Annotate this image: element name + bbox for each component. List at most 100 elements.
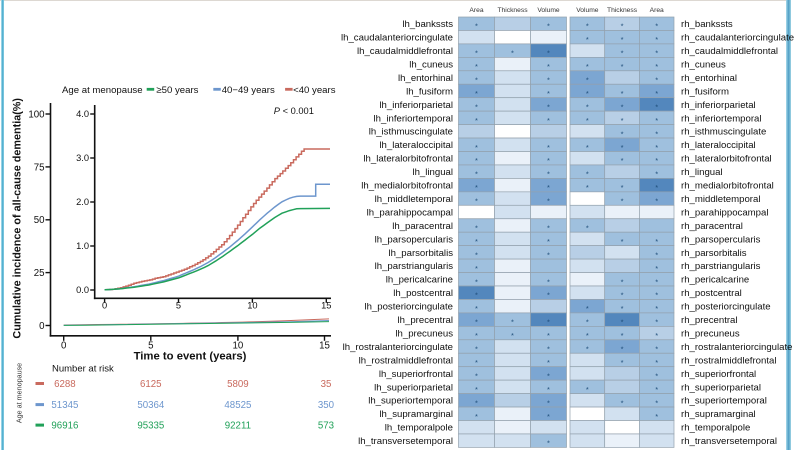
- svg-text:*: *: [586, 143, 589, 152]
- svg-text:rh_parsopercularis: rh_parsopercularis: [681, 234, 761, 245]
- svg-text:*: *: [586, 116, 589, 125]
- svg-text:*: *: [475, 116, 478, 125]
- svg-text:Area: Area: [650, 7, 664, 14]
- svg-text:*: *: [475, 156, 478, 165]
- svg-text:*: *: [475, 143, 478, 152]
- svg-text:0: 0: [39, 321, 45, 332]
- svg-text:*: *: [547, 183, 550, 192]
- svg-text:rh_precentral: rh_precentral: [681, 315, 738, 326]
- svg-text:*: *: [475, 318, 478, 327]
- svg-text:48525: 48525: [224, 400, 251, 411]
- svg-text:*: *: [547, 197, 550, 206]
- svg-text:*: *: [655, 304, 658, 313]
- svg-text:lh_caudalanteriorcingulate: lh_caudalanteriorcingulate: [341, 33, 453, 44]
- svg-text:*: *: [655, 358, 658, 367]
- svg-text:lh_middletemporal: lh_middletemporal: [375, 194, 453, 205]
- svg-text:*: *: [547, 102, 550, 111]
- svg-text:*: *: [655, 237, 658, 246]
- svg-text:0: 0: [61, 341, 67, 352]
- svg-text:rh_entorhinal: rh_entorhinal: [681, 73, 737, 84]
- svg-text:*: *: [475, 304, 478, 313]
- svg-text:*: *: [475, 291, 478, 300]
- svg-text:lh_precuneus: lh_precuneus: [395, 328, 453, 339]
- svg-text:*: *: [655, 183, 658, 192]
- svg-text:*: *: [621, 143, 624, 152]
- svg-text:rh_caudalanteriorcingulate: rh_caudalanteriorcingulate: [681, 33, 794, 44]
- svg-text:*: *: [655, 264, 658, 273]
- svg-text:10: 10: [233, 341, 244, 352]
- svg-text:rh_parahippocampal: rh_parahippocampal: [681, 207, 768, 218]
- svg-text:*: *: [475, 250, 478, 259]
- svg-text:*: *: [547, 439, 550, 448]
- svg-text:*: *: [547, 156, 550, 165]
- svg-text:lh_medialorbitofrontal: lh_medialorbitofrontal: [361, 181, 453, 192]
- svg-text:*: *: [586, 170, 589, 179]
- svg-text:92211: 92211: [225, 421, 251, 432]
- svg-text:*: *: [621, 89, 624, 98]
- svg-text:rh_pericalcarine: rh_pericalcarine: [681, 275, 749, 286]
- svg-text:*: *: [621, 331, 624, 340]
- svg-text:*: *: [621, 49, 624, 58]
- svg-text:*: *: [655, 277, 658, 286]
- svg-text:*: *: [655, 197, 658, 206]
- svg-text:*: *: [655, 102, 658, 111]
- svg-text:lh_bankssts: lh_bankssts: [402, 19, 453, 30]
- svg-text:*: *: [475, 89, 478, 98]
- svg-text:0: 0: [102, 300, 107, 310]
- svg-text:lh_parsopercularis: lh_parsopercularis: [375, 234, 454, 245]
- svg-text:*: *: [475, 398, 478, 407]
- svg-text:*: *: [655, 170, 658, 179]
- svg-text:rh_rostralmiddlefrontal: rh_rostralmiddlefrontal: [681, 355, 776, 366]
- svg-text:*: *: [511, 331, 514, 340]
- svg-text:lh_rostralanteriorcingulate: lh_rostralanteriorcingulate: [343, 342, 453, 353]
- svg-text:Age at menopause: Age at menopause: [62, 85, 143, 96]
- svg-text:50364: 50364: [137, 400, 165, 411]
- svg-text:*: *: [547, 116, 550, 125]
- svg-text:*: *: [621, 291, 624, 300]
- svg-text:lh_entorhinal: lh_entorhinal: [398, 73, 453, 84]
- svg-text:*: *: [621, 318, 624, 327]
- svg-text:*: *: [655, 89, 658, 98]
- svg-text:51345: 51345: [51, 400, 78, 411]
- svg-text:lh_rostralmiddlefrontal: lh_rostralmiddlefrontal: [359, 355, 453, 366]
- svg-text:*: *: [547, 62, 550, 71]
- svg-text:15: 15: [321, 300, 331, 310]
- svg-text:*: *: [655, 76, 658, 85]
- svg-text:Age at menopause: Age at menopause: [14, 363, 23, 423]
- svg-text:lh_cuneus: lh_cuneus: [409, 59, 453, 70]
- svg-text:*: *: [621, 35, 624, 44]
- svg-text:*: *: [655, 318, 658, 327]
- svg-text:*: *: [475, 277, 478, 286]
- svg-text:75: 75: [34, 162, 45, 173]
- svg-text:rh_cuneus: rh_cuneus: [681, 59, 726, 70]
- svg-text:573: 573: [318, 421, 334, 432]
- svg-text:*: *: [655, 22, 658, 31]
- svg-text:Thickness: Thickness: [607, 7, 638, 14]
- svg-text:*: *: [586, 345, 589, 354]
- svg-text:lh_lingual: lh_lingual: [412, 167, 453, 178]
- svg-text:rh_superiorfrontal: rh_superiorfrontal: [681, 369, 756, 380]
- svg-text:*: *: [547, 89, 550, 98]
- svg-text:rh_lingual: rh_lingual: [681, 167, 723, 178]
- svg-text:*: *: [621, 156, 624, 165]
- svg-text:*: *: [475, 62, 478, 71]
- svg-text:*: *: [655, 143, 658, 152]
- svg-text:rh_fusiform: rh_fusiform: [681, 86, 729, 97]
- svg-text:lh_posteriorcingulate: lh_posteriorcingulate: [364, 302, 453, 313]
- svg-text:*: *: [475, 49, 478, 58]
- svg-text:rh_lateraloccipital: rh_lateraloccipital: [681, 140, 756, 151]
- svg-text:*: *: [586, 318, 589, 327]
- svg-text:*: *: [547, 22, 550, 31]
- svg-text:*: *: [621, 116, 624, 125]
- svg-text:lh_supramarginal: lh_supramarginal: [379, 409, 453, 420]
- svg-text:rh_precuneus: rh_precuneus: [681, 328, 740, 339]
- svg-text:6288: 6288: [54, 379, 76, 390]
- svg-text:Volume: Volume: [537, 7, 560, 14]
- svg-text:15: 15: [319, 341, 330, 352]
- svg-text:*: *: [475, 197, 478, 206]
- svg-text:*: *: [475, 331, 478, 340]
- svg-text:95335: 95335: [137, 421, 164, 432]
- svg-text:*: *: [475, 358, 478, 367]
- svg-text:*: *: [586, 22, 589, 31]
- svg-text:*: *: [547, 143, 550, 152]
